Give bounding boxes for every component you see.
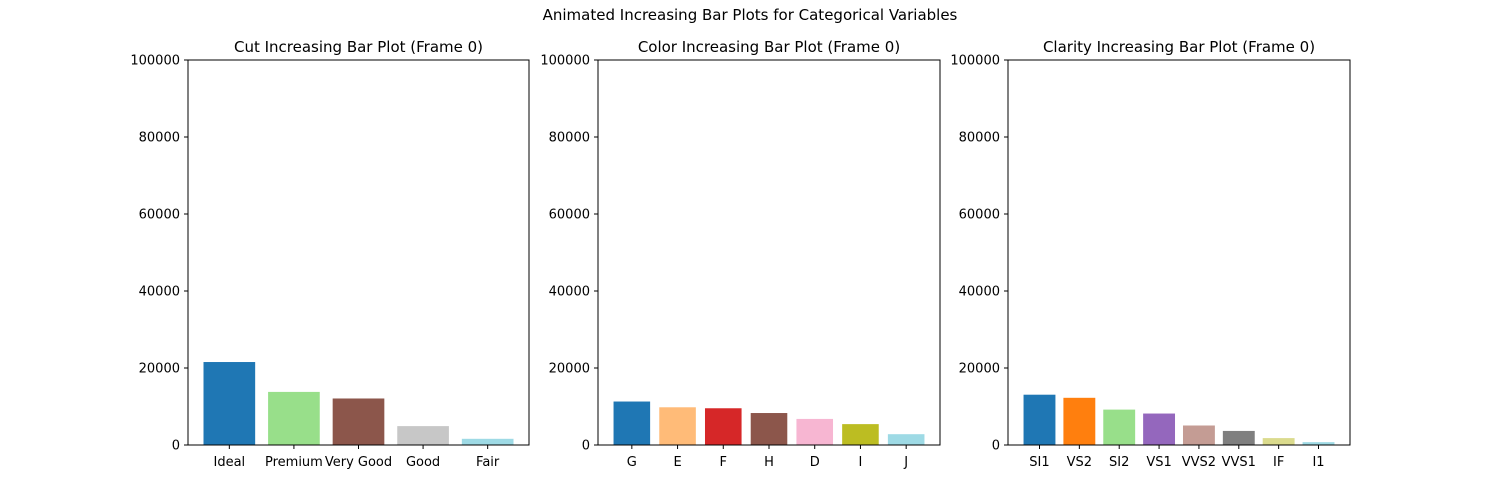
clarity-xtick-label: IF bbox=[1273, 455, 1284, 470]
cut-ytick-label: 0 bbox=[172, 439, 180, 454]
color-xtick-label: E bbox=[673, 455, 681, 470]
color-chart-title: Color Increasing Bar Plot (Frame 0) bbox=[638, 38, 900, 56]
color-xtick-label: H bbox=[764, 455, 774, 470]
clarity-xtick-label: SI1 bbox=[1029, 455, 1049, 470]
cut-ytick-label: 40000 bbox=[139, 285, 180, 300]
clarity-bar-if bbox=[1262, 438, 1295, 445]
cut-chart: Cut Increasing Bar Plot (Frame 0) Ideal Pr… bbox=[130, 38, 530, 470]
cut-ytick-label: 20000 bbox=[139, 362, 180, 377]
cut-axes-frame bbox=[187, 59, 530, 446]
cut-xtick-label: Good bbox=[406, 455, 440, 470]
color-xtick-label: G bbox=[627, 455, 637, 470]
clarity-chart: Clarity Increasing Bar Plot (Frame 0) SI1… bbox=[950, 38, 1351, 470]
clarity-bar-vvs1 bbox=[1222, 430, 1255, 445]
cut-xtick-label: Very Good bbox=[325, 455, 392, 470]
color-ytick-label: 40000 bbox=[549, 285, 590, 300]
clarity-xtick-label: VS2 bbox=[1067, 455, 1092, 470]
clarity-xtick-label: I1 bbox=[1312, 455, 1324, 470]
color-bar-h bbox=[750, 413, 788, 445]
cut-bar-premium bbox=[268, 391, 320, 445]
clarity-chart-title: Clarity Increasing Bar Plot (Frame 0) bbox=[1043, 38, 1315, 56]
clarity-axes-frame bbox=[1007, 59, 1351, 446]
color-xtick-label: I bbox=[859, 455, 863, 470]
color-axes-frame bbox=[597, 59, 941, 446]
color-xtick-label: F bbox=[720, 455, 727, 470]
cut-xtick-label: Fair bbox=[476, 455, 500, 470]
clarity-ytick-label: 20000 bbox=[959, 362, 1000, 377]
clarity-bar-vs2 bbox=[1063, 397, 1096, 445]
color-bar-f bbox=[704, 408, 742, 445]
cut-xtick-label: Premium bbox=[265, 455, 323, 470]
clarity-bar-vvs2 bbox=[1182, 425, 1215, 445]
clarity-ytick-label: 100000 bbox=[950, 54, 1000, 69]
color-xtick-label: J bbox=[903, 455, 908, 470]
clarity-bar-si2 bbox=[1103, 409, 1136, 445]
color-chart: Color Increasing Bar Plot (Frame 0) G E F H D… bbox=[540, 38, 941, 470]
cut-ytick-label: 60000 bbox=[139, 208, 180, 223]
color-bar-e bbox=[659, 407, 696, 445]
color-ytick-label: 0 bbox=[582, 439, 590, 454]
clarity-bar-vs1 bbox=[1143, 413, 1176, 445]
cut-bar-good bbox=[397, 426, 449, 445]
cut-xtick-label: Ideal bbox=[213, 455, 245, 470]
clarity-ytick-label: 40000 bbox=[959, 285, 1000, 300]
cut-ytick-label: 80000 bbox=[139, 131, 180, 146]
clarity-ytick-label: 0 bbox=[992, 439, 1000, 454]
cut-chart-title: Cut Increasing Bar Plot (Frame 0) bbox=[234, 38, 483, 56]
color-bar-j bbox=[887, 434, 925, 445]
color-xtick-label: D bbox=[810, 455, 820, 470]
clarity-bar-si1 bbox=[1023, 394, 1056, 445]
color-ytick-label: 60000 bbox=[549, 208, 590, 223]
clarity-xtick-label: VVS2 bbox=[1182, 455, 1216, 470]
cut-bar-ideal bbox=[203, 362, 256, 445]
clarity-xtick-label: VVS1 bbox=[1222, 455, 1256, 470]
clarity-bar-i1 bbox=[1302, 442, 1335, 445]
cut-bar-very-good bbox=[332, 398, 385, 445]
clarity-ytick-label: 80000 bbox=[959, 131, 1000, 146]
figure-title: Animated Increasing Bar Plots for Catego… bbox=[542, 6, 958, 24]
color-bar-d bbox=[796, 418, 834, 445]
clarity-ytick-label: 60000 bbox=[959, 208, 1000, 223]
cut-bar-fair bbox=[461, 438, 514, 445]
color-ytick-label: 20000 bbox=[549, 362, 590, 377]
color-ytick-label: 100000 bbox=[540, 54, 590, 69]
cut-ytick-label: 100000 bbox=[130, 54, 180, 69]
clarity-xtick-label: VS1 bbox=[1146, 455, 1171, 470]
color-bar-i bbox=[842, 424, 879, 445]
color-ytick-label: 80000 bbox=[549, 131, 590, 146]
clarity-xtick-label: SI2 bbox=[1109, 455, 1129, 470]
color-bar-g bbox=[613, 401, 651, 445]
